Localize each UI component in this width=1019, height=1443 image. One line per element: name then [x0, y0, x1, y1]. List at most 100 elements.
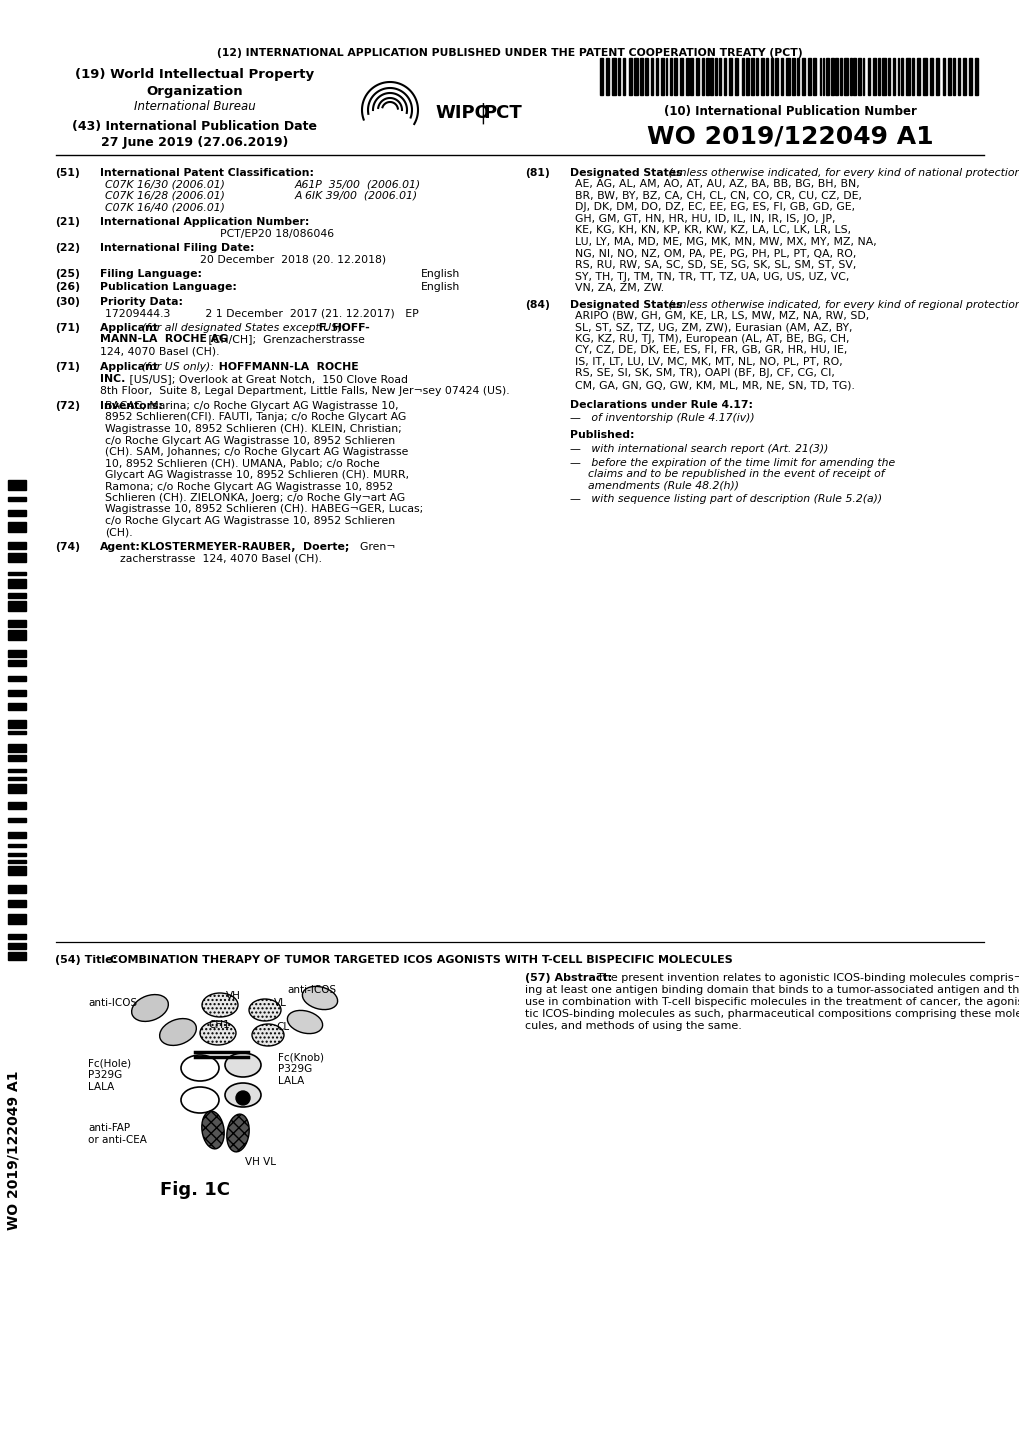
- Text: BACAC, Marina; c/o Roche Glycart AG Wagistrasse 10,: BACAC, Marina; c/o Roche Glycart AG Wagi…: [105, 401, 398, 411]
- Text: P329G: P329G: [278, 1063, 312, 1074]
- Bar: [714, 58, 716, 95]
- Text: International Application Number:: International Application Number:: [100, 216, 309, 227]
- Text: 124, 4070 Basel (CH).: 124, 4070 Basel (CH).: [100, 346, 219, 356]
- Bar: [674, 58, 677, 95]
- Text: (54) Title:: (54) Title:: [55, 955, 117, 965]
- Ellipse shape: [287, 1010, 322, 1033]
- Text: c/o Roche Glycart AG Wagistrasse 10, 8952 Schlieren: c/o Roche Glycart AG Wagistrasse 10, 895…: [105, 436, 394, 446]
- Text: amendments (Rule 48.2(h)): amendments (Rule 48.2(h)): [587, 481, 739, 491]
- Bar: [8, 784, 25, 794]
- Text: INC.: INC.: [100, 374, 125, 384]
- Text: CH1: CH1: [208, 1020, 229, 1030]
- Text: NG, NI, NO, NZ, OM, PA, PE, PG, PH, PL, PT, QA, RO,: NG, NI, NO, NZ, OM, PA, PE, PG, PH, PL, …: [575, 248, 856, 258]
- Text: AE, AG, AL, AM, AO, AT, AU, AZ, BA, BB, BG, BH, BN,: AE, AG, AL, AM, AO, AT, AU, AZ, BA, BB, …: [575, 179, 859, 189]
- Bar: [872, 58, 875, 95]
- Bar: [745, 58, 748, 95]
- Text: English: English: [421, 283, 460, 293]
- Text: International Filing Date:: International Filing Date:: [100, 242, 255, 253]
- Bar: [8, 496, 25, 501]
- Bar: [8, 853, 25, 856]
- Text: (72): (72): [55, 401, 79, 411]
- Text: GH, GM, GT, HN, HR, HU, ID, IL, IN, IR, IS, JO, JP,: GH, GM, GT, HN, HR, HU, ID, IL, IN, IR, …: [575, 214, 835, 224]
- Text: VN, ZA, ZM, ZW.: VN, ZA, ZM, ZW.: [575, 283, 663, 293]
- Bar: [922, 58, 926, 95]
- Bar: [8, 913, 25, 924]
- Bar: [952, 58, 954, 95]
- Text: (43) International Publication Date: (43) International Publication Date: [72, 120, 317, 133]
- Text: A61P  35/00  (2006.01): A61P 35/00 (2006.01): [294, 179, 421, 189]
- Bar: [825, 58, 828, 95]
- Text: VL: VL: [274, 999, 286, 1009]
- Text: (unless otherwise indicated, for every kind of national protection  available):: (unless otherwise indicated, for every k…: [664, 167, 1019, 177]
- Bar: [8, 600, 25, 610]
- Text: MANN-LA  ROCHE AG: MANN-LA ROCHE AG: [100, 335, 227, 345]
- Text: VH VL: VH VL: [245, 1157, 276, 1167]
- Bar: [8, 934, 25, 939]
- Bar: [791, 58, 795, 95]
- Bar: [8, 481, 25, 491]
- Text: SY, TH, TJ, TM, TN, TR, TT, TZ, UA, UG, US, UZ, VC,: SY, TH, TJ, TM, TN, TR, TT, TZ, UA, UG, …: [575, 271, 849, 281]
- Bar: [618, 58, 620, 95]
- Bar: [705, 58, 708, 95]
- Bar: [680, 58, 683, 95]
- Bar: [906, 58, 909, 95]
- Bar: [8, 631, 25, 641]
- Bar: [974, 58, 977, 95]
- Bar: [8, 900, 25, 908]
- Bar: [819, 58, 820, 95]
- Bar: [629, 58, 632, 95]
- Text: (51): (51): [55, 167, 79, 177]
- Text: Applicant: Applicant: [100, 323, 161, 333]
- Text: [US/US]; Overlook at Great Notch,  150 Clove Road: [US/US]; Overlook at Great Notch, 150 Cl…: [126, 374, 408, 384]
- Text: RS, SE, SI, SK, SM, TR), OAPI (BF, BJ, CF, CG, CI,: RS, SE, SI, SK, SM, TR), OAPI (BF, BJ, C…: [575, 368, 835, 378]
- Ellipse shape: [200, 1022, 235, 1045]
- Bar: [750, 58, 753, 95]
- Ellipse shape: [226, 1114, 249, 1152]
- Text: cules, and methods of using the same.: cules, and methods of using the same.: [525, 1022, 741, 1030]
- Text: International Bureau: International Bureau: [133, 100, 256, 113]
- Bar: [8, 802, 25, 810]
- Text: LU, LY, MA, MD, ME, MG, MK, MN, MW, MX, MY, MZ, NA,: LU, LY, MA, MD, ME, MG, MK, MN, MW, MX, …: [575, 237, 876, 247]
- Text: DJ, DK, DM, DO, DZ, EC, EE, EG, ES, FI, GB, GD, GE,: DJ, DK, DM, DO, DZ, EC, EE, EG, ES, FI, …: [575, 202, 854, 212]
- Bar: [8, 818, 25, 823]
- Bar: [8, 703, 25, 710]
- Text: Designated States: Designated States: [570, 300, 682, 309]
- Bar: [916, 58, 919, 95]
- Bar: [835, 58, 838, 95]
- Text: (30): (30): [55, 297, 79, 307]
- Text: KG, KZ, RU, TJ, TM), European (AL, AT, BE, BG, CH,: KG, KZ, RU, TJ, TM), European (AL, AT, B…: [575, 333, 849, 343]
- Bar: [929, 58, 932, 95]
- Text: LALA: LALA: [88, 1082, 114, 1092]
- Text: SL, ST, SZ, TZ, UG, ZM, ZW), Eurasian (AM, AZ, BY,: SL, ST, SZ, TZ, UG, ZM, ZW), Eurasian (A…: [575, 322, 852, 332]
- Text: CY, CZ, DE, DK, EE, ES, FI, FR, GB, GR, HR, HU, IE,: CY, CZ, DE, DK, EE, ES, FI, FR, GB, GR, …: [575, 345, 847, 355]
- Bar: [8, 745, 25, 752]
- Bar: [830, 58, 834, 95]
- Text: (22): (22): [55, 242, 79, 253]
- Text: anti-ICOS: anti-ICOS: [286, 986, 336, 996]
- Text: LALA: LALA: [278, 1076, 304, 1087]
- Text: (10) International Publication Number: (10) International Publication Number: [663, 105, 915, 118]
- Ellipse shape: [131, 994, 168, 1022]
- Bar: [947, 58, 950, 95]
- Text: Wagistrasse 10, 8952 Schlieren (CH). KLEIN, Christian;: Wagistrasse 10, 8952 Schlieren (CH). KLE…: [105, 424, 401, 434]
- Text: (26): (26): [55, 283, 79, 293]
- Text: BR, BW, BY, BZ, CA, CH, CL, CN, CO, CR, CU, CZ, DE,: BR, BW, BY, BZ, CA, CH, CL, CN, CO, CR, …: [575, 190, 861, 201]
- Bar: [840, 58, 841, 95]
- Ellipse shape: [202, 993, 237, 1017]
- Text: IS, IT, LT, LU, LV, MC, MK, MT, NL, NO, PL, PT, RO,: IS, IT, LT, LU, LV, MC, MK, MT, NL, NO, …: [575, 356, 842, 367]
- Bar: [8, 833, 25, 838]
- Ellipse shape: [180, 1055, 219, 1081]
- Text: Fc(Knob): Fc(Knob): [278, 1052, 324, 1062]
- Text: Wagistrasse 10, 8952 Schlieren (CH). HABEG¬GER, Lucas;: Wagistrasse 10, 8952 Schlieren (CH). HAB…: [105, 505, 423, 515]
- Text: C07K 16/28 (2006.01): C07K 16/28 (2006.01): [105, 190, 224, 201]
- Text: (unless otherwise indicated, for every kind of regional protection  available):: (unless otherwise indicated, for every k…: [664, 300, 1019, 309]
- Bar: [8, 659, 25, 667]
- Text: Glycart AG Wagistrasse 10, 8952 Schlieren (CH). MURR,: Glycart AG Wagistrasse 10, 8952 Schliere…: [105, 470, 409, 481]
- Bar: [702, 58, 703, 95]
- Text: CM, GA, GN, GQ, GW, KM, ML, MR, NE, SN, TD, TG).: CM, GA, GN, GQ, GW, KM, ML, MR, NE, SN, …: [575, 380, 854, 390]
- Bar: [901, 58, 903, 95]
- Text: CL: CL: [276, 1022, 288, 1032]
- Bar: [935, 58, 938, 95]
- Text: Schlieren (CH). ZIELONKA, Joerg; c/o Roche Gly¬art AG: Schlieren (CH). ZIELONKA, Joerg; c/o Roc…: [105, 494, 405, 504]
- Bar: [797, 58, 798, 95]
